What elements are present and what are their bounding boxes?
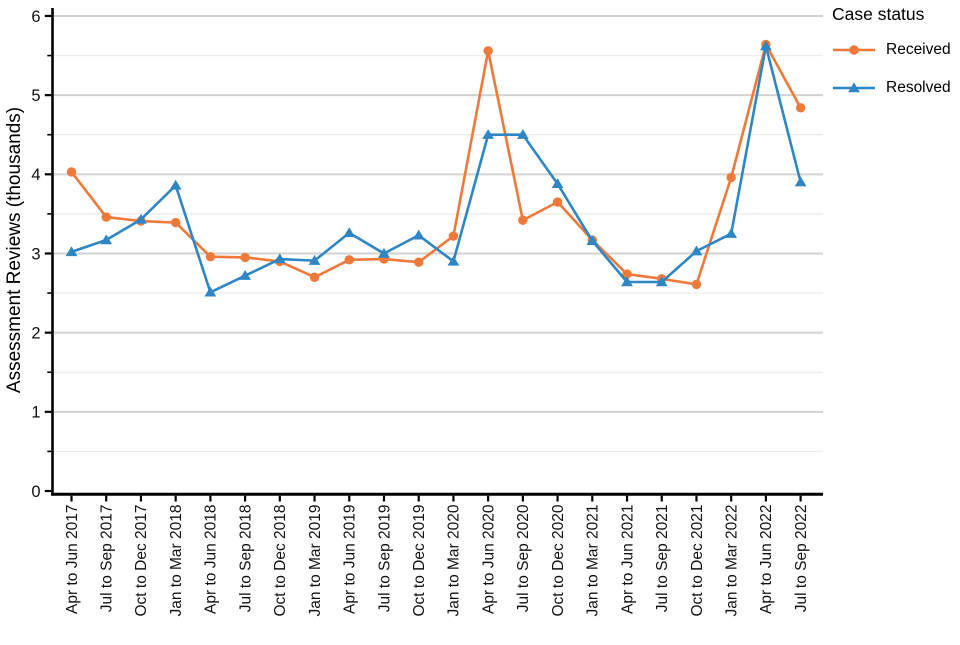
triangle-marker: [586, 235, 599, 246]
legend-item-label: Resolved: [886, 79, 951, 96]
circle-marker: [205, 251, 216, 262]
circle-marker: [552, 197, 563, 207]
x-axis-tick-labels: Apr to Jun 2017 Jul to Sep 2017 Oct to Dec…: [64, 504, 810, 616]
x-tick-label: Jul to Sep 2017: [99, 505, 116, 613]
triangle-marker: [794, 176, 807, 187]
series-resolved: [65, 40, 807, 297]
triangle-marker: [621, 276, 633, 287]
triangle-marker: [65, 246, 78, 257]
triangle-marker: [378, 247, 390, 258]
x-tick-label: Apr to Jun 2018: [203, 505, 220, 614]
legend-item-received: Received: [832, 41, 958, 59]
circle-marker: [795, 103, 806, 113]
triangle-marker: [204, 286, 217, 297]
circle-marker: [240, 252, 250, 263]
triangle-marker: [760, 40, 772, 51]
x-tick-label: Jul to Sep 2022: [793, 505, 810, 613]
circle-marker: [66, 167, 77, 177]
x-tick-label: Jan to Mar 2019: [307, 505, 324, 617]
y-tick-label: 2: [31, 324, 40, 342]
resolved-line: [71, 44, 802, 294]
x-tick-label: Jul to Sep 2020: [515, 504, 532, 612]
triangle-marker: [100, 234, 113, 245]
x-tick-label: Oct to Dec 2020: [550, 504, 567, 616]
circle-marker: [344, 255, 354, 265]
circle-marker: [622, 269, 632, 279]
x-tick-label: Jan to Mar 2018: [168, 505, 185, 617]
triangle-marker: [308, 255, 321, 265]
y-axis-title: Assessment Reviews (thousands): [4, 107, 25, 393]
x-tick-label: Jan to Mar 2022: [723, 505, 740, 617]
triangle-marker: [239, 270, 251, 280]
x-tick-label: Jan to Mar 2020: [446, 504, 463, 616]
x-tick-label: Jan to Mar 2021: [585, 505, 602, 617]
triangle-marker: [482, 129, 495, 139]
triangle-marker: [135, 213, 147, 224]
axes: [44, 8, 823, 502]
x-tick-label: Oct to Dec 2018: [272, 505, 289, 617]
legend-title: Case status: [832, 4, 925, 24]
gridlines: [53, 14, 823, 453]
triangle-marker: [516, 129, 529, 139]
triangle-marker: [343, 227, 356, 238]
y-tick-label: 1: [31, 404, 40, 422]
circle-marker: [448, 231, 459, 241]
circle-marker: [101, 212, 111, 222]
y-tick-label: 5: [31, 87, 40, 105]
x-tick-label: Apr to Jun 2022: [758, 505, 775, 614]
x-tick-label: Apr to Jun 2017: [64, 505, 81, 614]
y-tick-label: 0: [31, 483, 40, 501]
x-tick-label: Jul to Sep 2018: [237, 505, 254, 613]
circle-marker: [518, 215, 528, 225]
y-tick-label: 3: [31, 245, 40, 263]
x-tick-label: Oct to Dec 2017: [133, 505, 150, 617]
x-tick-label: Apr to Jun 2019: [342, 505, 359, 614]
triangle-marker: [447, 255, 460, 266]
circle-marker: [691, 279, 702, 290]
y-tick-label: 4: [31, 166, 40, 184]
triangle-marker: [725, 228, 738, 238]
triangle-marker: [169, 179, 182, 190]
triangle-marker: [273, 253, 286, 264]
circle-marker: [414, 257, 424, 267]
x-tick-label: Apr to Jun 2021: [619, 505, 636, 614]
y-tick-label: 6: [31, 8, 40, 26]
circle-marker: [726, 172, 736, 183]
circle-marker: [309, 272, 320, 282]
triangle-marker: [655, 276, 668, 287]
triangle-marker: [551, 178, 564, 189]
resolved-triangle-marker-icon: [833, 82, 875, 93]
x-tick-label: Apr to Jun 2020: [480, 504, 497, 614]
circle-marker: [483, 46, 493, 56]
received-circle-marker-icon: [833, 45, 875, 55]
x-tick-label: Jul to Sep 2019: [376, 505, 393, 613]
y-axis-tick-labels: 0 1 2 3 4 5 6: [31, 8, 40, 501]
legend: Case status Received Resolved: [832, 4, 958, 117]
x-tick-label: Jul to Sep 2021: [654, 505, 671, 613]
x-tick-label: Oct to Dec 2021: [689, 505, 706, 617]
legend-item-resolved: Resolved: [832, 79, 958, 97]
legend-item-label: Received: [886, 41, 951, 58]
triangle-marker: [412, 229, 425, 240]
x-tick-label: Oct to Dec 2019: [411, 505, 428, 617]
circle-marker: [170, 217, 181, 228]
triangle-marker: [690, 245, 703, 256]
